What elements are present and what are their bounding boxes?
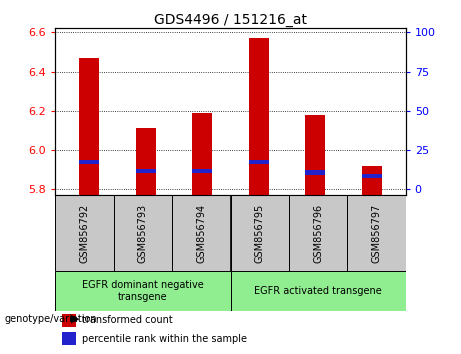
Text: EGFR dominant negative
transgene: EGFR dominant negative transgene (82, 280, 204, 302)
Bar (305, 171, 325, 175)
Bar (192, 113, 212, 195)
Text: percentile rank within the sample: percentile rank within the sample (82, 333, 247, 343)
Bar (55, 195, 114, 271)
Bar (192, 169, 212, 173)
Bar (305, 115, 325, 195)
Text: GSM856794: GSM856794 (196, 204, 207, 263)
Bar (249, 160, 269, 164)
Bar (136, 129, 156, 195)
Bar (136, 169, 156, 173)
Text: GSM856793: GSM856793 (138, 204, 148, 263)
Bar (347, 195, 406, 271)
Bar (362, 166, 382, 195)
Text: GSM856795: GSM856795 (254, 204, 265, 263)
Text: genotype/variation: genotype/variation (5, 314, 97, 324)
Text: transformed count: transformed count (82, 315, 172, 325)
Bar (230, 271, 406, 310)
Bar (362, 173, 382, 178)
Bar (62, 332, 77, 345)
Bar (55, 271, 230, 310)
Bar (172, 195, 230, 271)
Bar (249, 38, 269, 195)
Bar (62, 314, 77, 327)
Text: ▶: ▶ (71, 314, 80, 324)
Text: GSM856792: GSM856792 (79, 204, 89, 263)
Text: GSM856797: GSM856797 (372, 204, 382, 263)
Bar (79, 160, 99, 164)
Text: EGFR activated transgene: EGFR activated transgene (254, 286, 382, 296)
Bar (289, 195, 347, 271)
Title: GDS4496 / 151216_at: GDS4496 / 151216_at (154, 13, 307, 27)
Text: GSM856796: GSM856796 (313, 204, 323, 263)
Bar (230, 195, 289, 271)
Bar (114, 195, 172, 271)
Bar (79, 58, 99, 195)
